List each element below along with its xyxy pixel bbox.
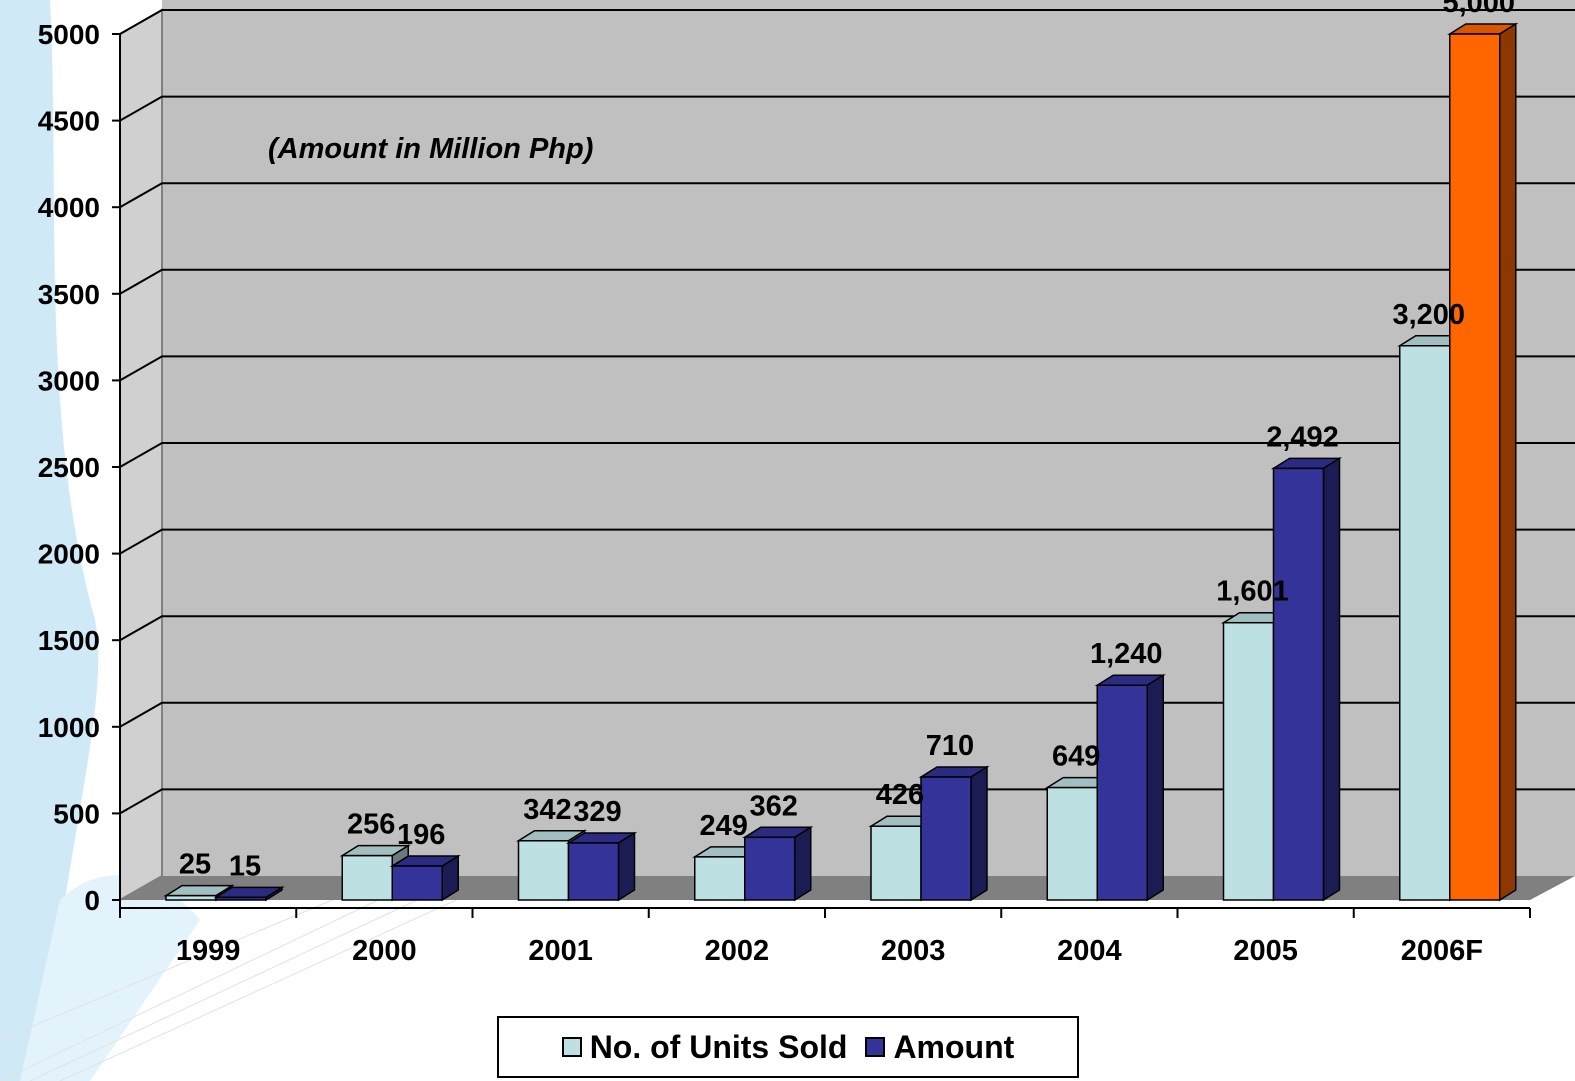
bar-amount bbox=[389, 854, 461, 902]
data-label-amount: 2,492 bbox=[1266, 421, 1339, 453]
y-tick-label: 5000 bbox=[38, 19, 100, 50]
bar-amount bbox=[1447, 22, 1519, 902]
x-tick-label: 1999 bbox=[176, 935, 241, 967]
x-tick-label: 2002 bbox=[705, 935, 770, 967]
data-label-amount: 1,240 bbox=[1090, 638, 1163, 670]
legend-swatch-amount bbox=[865, 1037, 886, 1057]
data-label-amount: 15 bbox=[229, 850, 261, 882]
data-label-units: 1,601 bbox=[1216, 576, 1289, 608]
bar-front bbox=[920, 776, 972, 901]
legend-label-units: No. of Units Sold bbox=[589, 1028, 848, 1065]
gridline bbox=[119, 615, 1575, 642]
x-tick-label: 2003 bbox=[881, 935, 946, 967]
x-tick-label: 2001 bbox=[528, 935, 593, 967]
bar-side bbox=[1322, 457, 1341, 902]
y-tick-label: 3500 bbox=[38, 279, 100, 310]
data-label-units: 426 bbox=[876, 779, 924, 811]
y-tick-label: 0 bbox=[84, 885, 100, 916]
y-tick-label: 4000 bbox=[38, 192, 100, 223]
y-tick-label: 1000 bbox=[38, 712, 100, 743]
amount-unit-annotation: (Amount in Million Php) bbox=[268, 133, 593, 165]
bar-amount bbox=[1094, 673, 1166, 902]
y-tick-label: 500 bbox=[53, 798, 100, 829]
bar-front bbox=[870, 825, 922, 901]
bar-side bbox=[1499, 22, 1517, 902]
legend: No. of Units Sold Amount bbox=[497, 1016, 1079, 1078]
data-label-amount: 5,000 bbox=[1442, 0, 1515, 19]
data-label-units: 649 bbox=[1052, 741, 1100, 773]
bar-front bbox=[1046, 786, 1098, 901]
bar-front bbox=[1222, 621, 1275, 901]
legend-item-units: No. of Units Sold bbox=[561, 1028, 848, 1066]
legend-item-amount: Amount bbox=[865, 1029, 1014, 1066]
bar-side bbox=[1146, 673, 1164, 902]
data-label-units: 256 bbox=[347, 809, 395, 841]
bar-front bbox=[391, 865, 443, 901]
y-axis: 0 500 1000 1500 2000 2500 3000 3500 4000 4500 5000 bbox=[38, 19, 121, 916]
bar-front bbox=[165, 894, 217, 901]
bar-front bbox=[567, 842, 620, 901]
background bbox=[0, 0, 501, 1081]
bar-front bbox=[1449, 33, 1501, 901]
bar-side bbox=[794, 825, 812, 902]
data-label-amount: 710 bbox=[926, 730, 974, 762]
x-tick-label: 2005 bbox=[1233, 935, 1298, 967]
bars bbox=[163, 22, 1519, 902]
y-tick-label: 2000 bbox=[38, 539, 100, 570]
x-tick-label: 2000 bbox=[352, 935, 417, 967]
y-tick-label: 4500 bbox=[38, 106, 100, 137]
legend-label-amount: Amount bbox=[893, 1028, 1015, 1065]
bar-amount bbox=[742, 825, 814, 902]
legend-swatch-units bbox=[561, 1037, 582, 1057]
bar-amount bbox=[918, 765, 990, 902]
bar-amount bbox=[1270, 457, 1343, 902]
data-label-units: 249 bbox=[700, 810, 748, 842]
y-tick-label: 2500 bbox=[38, 452, 100, 483]
bar-side bbox=[970, 765, 988, 902]
back-wall bbox=[162, 0, 1575, 876]
gridline bbox=[119, 268, 1575, 295]
data-label-amount: 196 bbox=[397, 819, 445, 851]
bar-front bbox=[1096, 684, 1148, 901]
x-tick-label: 2006F bbox=[1401, 935, 1483, 967]
data-label-units: 342 bbox=[523, 794, 571, 826]
plot-area bbox=[119, 0, 1575, 902]
gridline bbox=[119, 9, 1575, 35]
floor bbox=[120, 876, 1575, 900]
gridline bbox=[119, 95, 1575, 122]
bar-front bbox=[341, 854, 393, 901]
bar-front bbox=[1272, 467, 1325, 901]
bar-front bbox=[517, 840, 570, 901]
bar-front bbox=[215, 896, 267, 901]
x-tick-label: 2004 bbox=[1057, 935, 1122, 967]
gridline bbox=[119, 442, 1575, 468]
data-label-units: 25 bbox=[179, 849, 211, 881]
data-label-amount: 329 bbox=[573, 796, 621, 828]
y-tick-label: 3000 bbox=[38, 365, 100, 396]
bar-front bbox=[694, 856, 746, 901]
gridline bbox=[119, 182, 1575, 209]
data-label-amount: 362 bbox=[750, 790, 798, 822]
bar-amount bbox=[565, 831, 638, 902]
y-tick-label: 1500 bbox=[38, 625, 100, 656]
bar-amount bbox=[213, 886, 285, 902]
bar-front bbox=[744, 836, 796, 901]
gridline bbox=[119, 355, 1575, 382]
gridline bbox=[119, 528, 1575, 555]
x-axis: 1999 2000 2001 2002 2003 2004 2005 2006F bbox=[119, 907, 1531, 967]
bar-front bbox=[1399, 345, 1451, 901]
data-label-units: 3,200 bbox=[1392, 299, 1465, 331]
bar-side bbox=[617, 831, 636, 902]
